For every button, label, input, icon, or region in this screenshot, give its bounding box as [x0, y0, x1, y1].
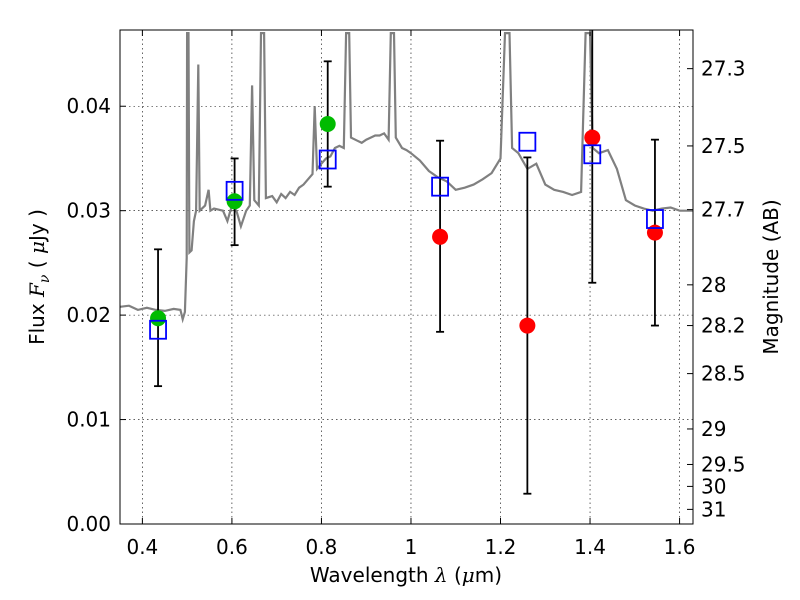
x-tick-label: 0.6 — [216, 535, 248, 559]
y-tick-label: 0.00 — [66, 512, 111, 536]
data-point-square — [583, 144, 602, 165]
data-point-circle — [319, 115, 336, 132]
right-axis-label: Magnitude (AB) — [759, 199, 783, 354]
right-tick-label: 31 — [701, 497, 726, 521]
data-point-circle — [646, 224, 663, 241]
right-tick-label: 27.5 — [701, 134, 746, 158]
x-tick-label: 0.4 — [126, 535, 158, 559]
sed-model-layer — [120, 32, 693, 324]
right-tick-label: 28.5 — [701, 362, 746, 386]
sed-model-line — [120, 32, 693, 324]
right-tick-label: 27.3 — [701, 57, 746, 81]
data-point-circle — [150, 310, 167, 327]
x-tick-label: 1.4 — [574, 535, 606, 559]
right-tick-label: 29 — [701, 417, 726, 441]
right-tick-label: 28.2 — [701, 314, 746, 338]
x-tick-label: 0.8 — [306, 535, 338, 559]
y-tick-label: 0.03 — [66, 199, 111, 223]
data-point-square — [518, 131, 537, 152]
data-point-circle — [584, 129, 601, 146]
photometry-layer — [149, 30, 664, 495]
y-axis-label: Flux Fν ( μJy ) — [25, 209, 53, 345]
right-tick-label: 27.7 — [701, 198, 746, 222]
y-tick-label: 0.04 — [66, 94, 111, 118]
y-tick-label: 0.02 — [66, 303, 111, 327]
right-tick-label: 30 — [701, 474, 726, 498]
plot-frame — [119, 29, 694, 525]
x-tick-label: 1.2 — [485, 535, 517, 559]
data-point-circle — [226, 193, 243, 210]
x-tick-label: 1 — [405, 535, 418, 559]
x-axis-label: Wavelength λ (μm) — [310, 563, 502, 587]
y-tick-label: 0.01 — [66, 408, 111, 432]
data-point-square — [225, 180, 244, 201]
data-point-circle — [432, 228, 449, 245]
x-tick-label: 1.6 — [664, 535, 696, 559]
data-point-circle — [519, 317, 536, 334]
data-point-square — [149, 319, 167, 340]
right-tick-label: 29.5 — [701, 452, 746, 476]
data-point-square — [646, 209, 664, 229]
data-point-square — [431, 176, 449, 197]
tick-layer: 0.4 0.6 0.8 1 1.2 1.4 1.6 0.00 0.01 0.02 0.03 0.04 2… — [66, 30, 746, 559]
right-tick-label: 28 — [701, 273, 726, 297]
data-point-square — [318, 149, 337, 170]
